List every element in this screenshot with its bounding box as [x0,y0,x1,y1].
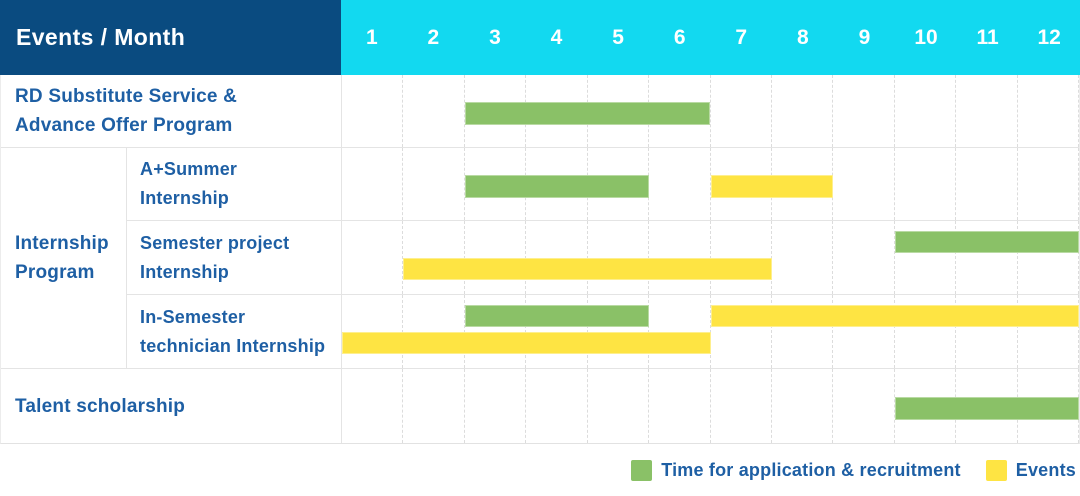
table-row: Semester project Internship [127,221,1080,295]
month-column [649,148,711,220]
month-column [342,295,404,368]
gantt-bar-green-month3-to-5 [464,175,650,198]
month-column [833,295,895,368]
month-column [588,221,650,294]
grid-in-semester-technician-internship [342,295,1080,368]
month-column [895,148,957,220]
month-column [772,221,834,294]
month-column [526,369,588,443]
grid-rd-substitute-service [342,75,1080,147]
month-column [956,148,1018,220]
month-column [772,369,834,443]
month-header-row: 1 2 3 4 5 6 7 8 9 10 11 12 [341,0,1080,75]
month-header-cell: 6 [673,25,686,49]
month-column [833,369,895,443]
gantt-bar-green-month3-to-6 [464,102,711,125]
month-header-cell: 3 [489,25,501,49]
month-column [711,369,772,443]
month-column [403,295,465,368]
gantt-bar-yellow-month2-to-7 [403,258,772,280]
month-column [772,75,834,147]
grid-talent-scholarship [342,369,1080,443]
month-header-cell: 1 [365,25,378,49]
page-title: Events / Month [16,24,186,50]
month-column [465,221,527,294]
table-row: RD Substitute Service & Advance Offer Pr… [1,75,1080,148]
month-column [465,369,527,443]
month-column [956,75,1018,147]
month-column [649,295,711,368]
row-label-rd-substitute-service: RD Substitute Service & Advance Offer Pr… [1,75,342,147]
gantt-bar-green-month3-to-5 [464,305,650,327]
internship-program-subrows: A+Summer Internship Semester project Int… [127,148,1080,368]
month-column [1018,75,1080,147]
gantt-bar-green-month10-to-12 [894,397,1079,420]
month-column [772,295,834,368]
legend-green-swatch [631,459,653,481]
month-column [342,148,404,220]
month-column [588,369,650,443]
month-column [588,295,650,368]
row-label-semester-project-internship: Semester project Internship [127,221,342,294]
month-column [342,75,404,147]
month-column [403,221,465,294]
month-column [895,221,957,294]
legend-yellow-label: Events [1015,459,1076,480]
month-header-cell: 9 [858,25,871,49]
month-column [895,75,957,147]
month-column [833,221,895,294]
table-row: A+Summer Internship [127,148,1080,221]
month-column [711,221,772,294]
month-column [1018,295,1080,368]
grid-a-plus-summer-internship [342,148,1080,220]
month-column [956,295,1018,368]
gantt-bar-green-month10-to-12 [894,231,1079,253]
month-column [711,75,772,147]
month-header-cell: 7 [735,25,748,49]
month-header-cell: 2 [427,25,440,49]
month-column [403,148,465,220]
gantt-bar-yellow-month7-to-8 [710,175,834,198]
month-column [403,369,465,443]
month-column [1018,221,1080,294]
legend-yellow-swatch [985,459,1007,481]
legend-green-label: Time for application & recruitment [661,459,961,480]
table-header-row: Events / Month 1 2 3 4 5 6 7 8 9 10 11 12 [0,0,1080,75]
month-column [895,295,957,368]
month-column [342,369,404,443]
month-header-cell: 5 [612,25,624,49]
month-column [465,295,527,368]
row-label-talent-scholarship: Talent scholarship [1,369,342,443]
month-header-cell: 4 [550,25,563,49]
month-column [526,295,588,368]
table-row: In-Semester technician Internship [127,295,1080,368]
month-column [526,221,588,294]
table-row: Talent scholarship [1,369,1080,443]
month-header-cell: 8 [796,25,809,49]
month-column [833,148,895,220]
month-column [1018,148,1080,220]
gantt-bar-yellow-month7-to-12 [710,305,1079,327]
month-header-cell: 10 [914,25,938,49]
month-column [833,75,895,147]
row-label-in-semester-technician-internship: In-Semester technician Internship [127,295,342,368]
gantt-bar-yellow-month1-to-6 [342,332,711,354]
month-column [342,221,404,294]
table-title-cell: Events / Month [0,0,341,75]
legend: Time for application & recruitment Event… [0,444,1080,496]
month-column [403,75,465,147]
month-column [649,369,711,443]
month-header-cell: 11 [976,25,999,49]
row-label-a-plus-summer-internship: A+Summer Internship [127,148,342,220]
month-column [711,295,772,368]
month-header-cell: 12 [1037,25,1061,49]
table-body: RD Substitute Service & Advance Offer Pr… [0,75,1080,444]
month-column [956,221,1018,294]
group-label-internship-program: Internship Program [1,148,127,368]
month-column [649,221,711,294]
internship-program-group: Internship Program A+Summer Internship S… [1,148,1080,369]
grid-semester-project-internship [342,221,1080,294]
